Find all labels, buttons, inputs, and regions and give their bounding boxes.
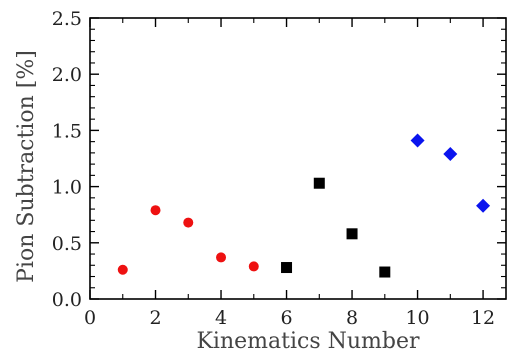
x-axis-title: Kinematics Number xyxy=(196,329,420,354)
x-tick-label: 12 xyxy=(471,307,495,329)
y-tick-label: 1.5 xyxy=(52,120,82,142)
y-tick-label: 2.0 xyxy=(52,64,82,86)
y-tick-label: 1.0 xyxy=(52,177,82,199)
x-tick-label: 2 xyxy=(149,307,161,329)
y-axis-ticks: 0.0 0.5 1.0 1.5 2.0 2.5 xyxy=(52,8,506,311)
data-markers xyxy=(117,133,491,278)
x-tick-label: 10 xyxy=(405,307,429,329)
data-point-circle xyxy=(117,264,128,275)
y-tick-label: 2.5 xyxy=(52,8,82,30)
x-tick-label: 6 xyxy=(280,307,292,329)
data-point-square xyxy=(313,177,325,189)
data-point-diamond xyxy=(410,133,425,148)
data-point-square xyxy=(281,262,293,274)
x-axis-ticks: 0 2 4 6 8 10 12 xyxy=(84,18,495,329)
y-axis-title: Pion Subtraction [%] xyxy=(14,50,39,283)
data-point-circle xyxy=(150,205,161,216)
y-tick-label: 0.5 xyxy=(52,233,82,255)
data-point-diamond xyxy=(443,147,458,162)
data-point-circle xyxy=(183,217,194,228)
x-tick-label: 8 xyxy=(346,307,358,329)
plot-frame xyxy=(89,17,507,300)
data-point-circle xyxy=(216,252,227,263)
data-point-circle xyxy=(248,261,259,272)
data-point-square xyxy=(379,266,391,278)
data-point-square xyxy=(346,228,358,240)
x-tick-label: 0 xyxy=(84,307,96,329)
y-tick-label: 0.0 xyxy=(52,289,82,311)
x-tick-label: 4 xyxy=(215,307,227,329)
data-point-diamond xyxy=(476,198,491,213)
